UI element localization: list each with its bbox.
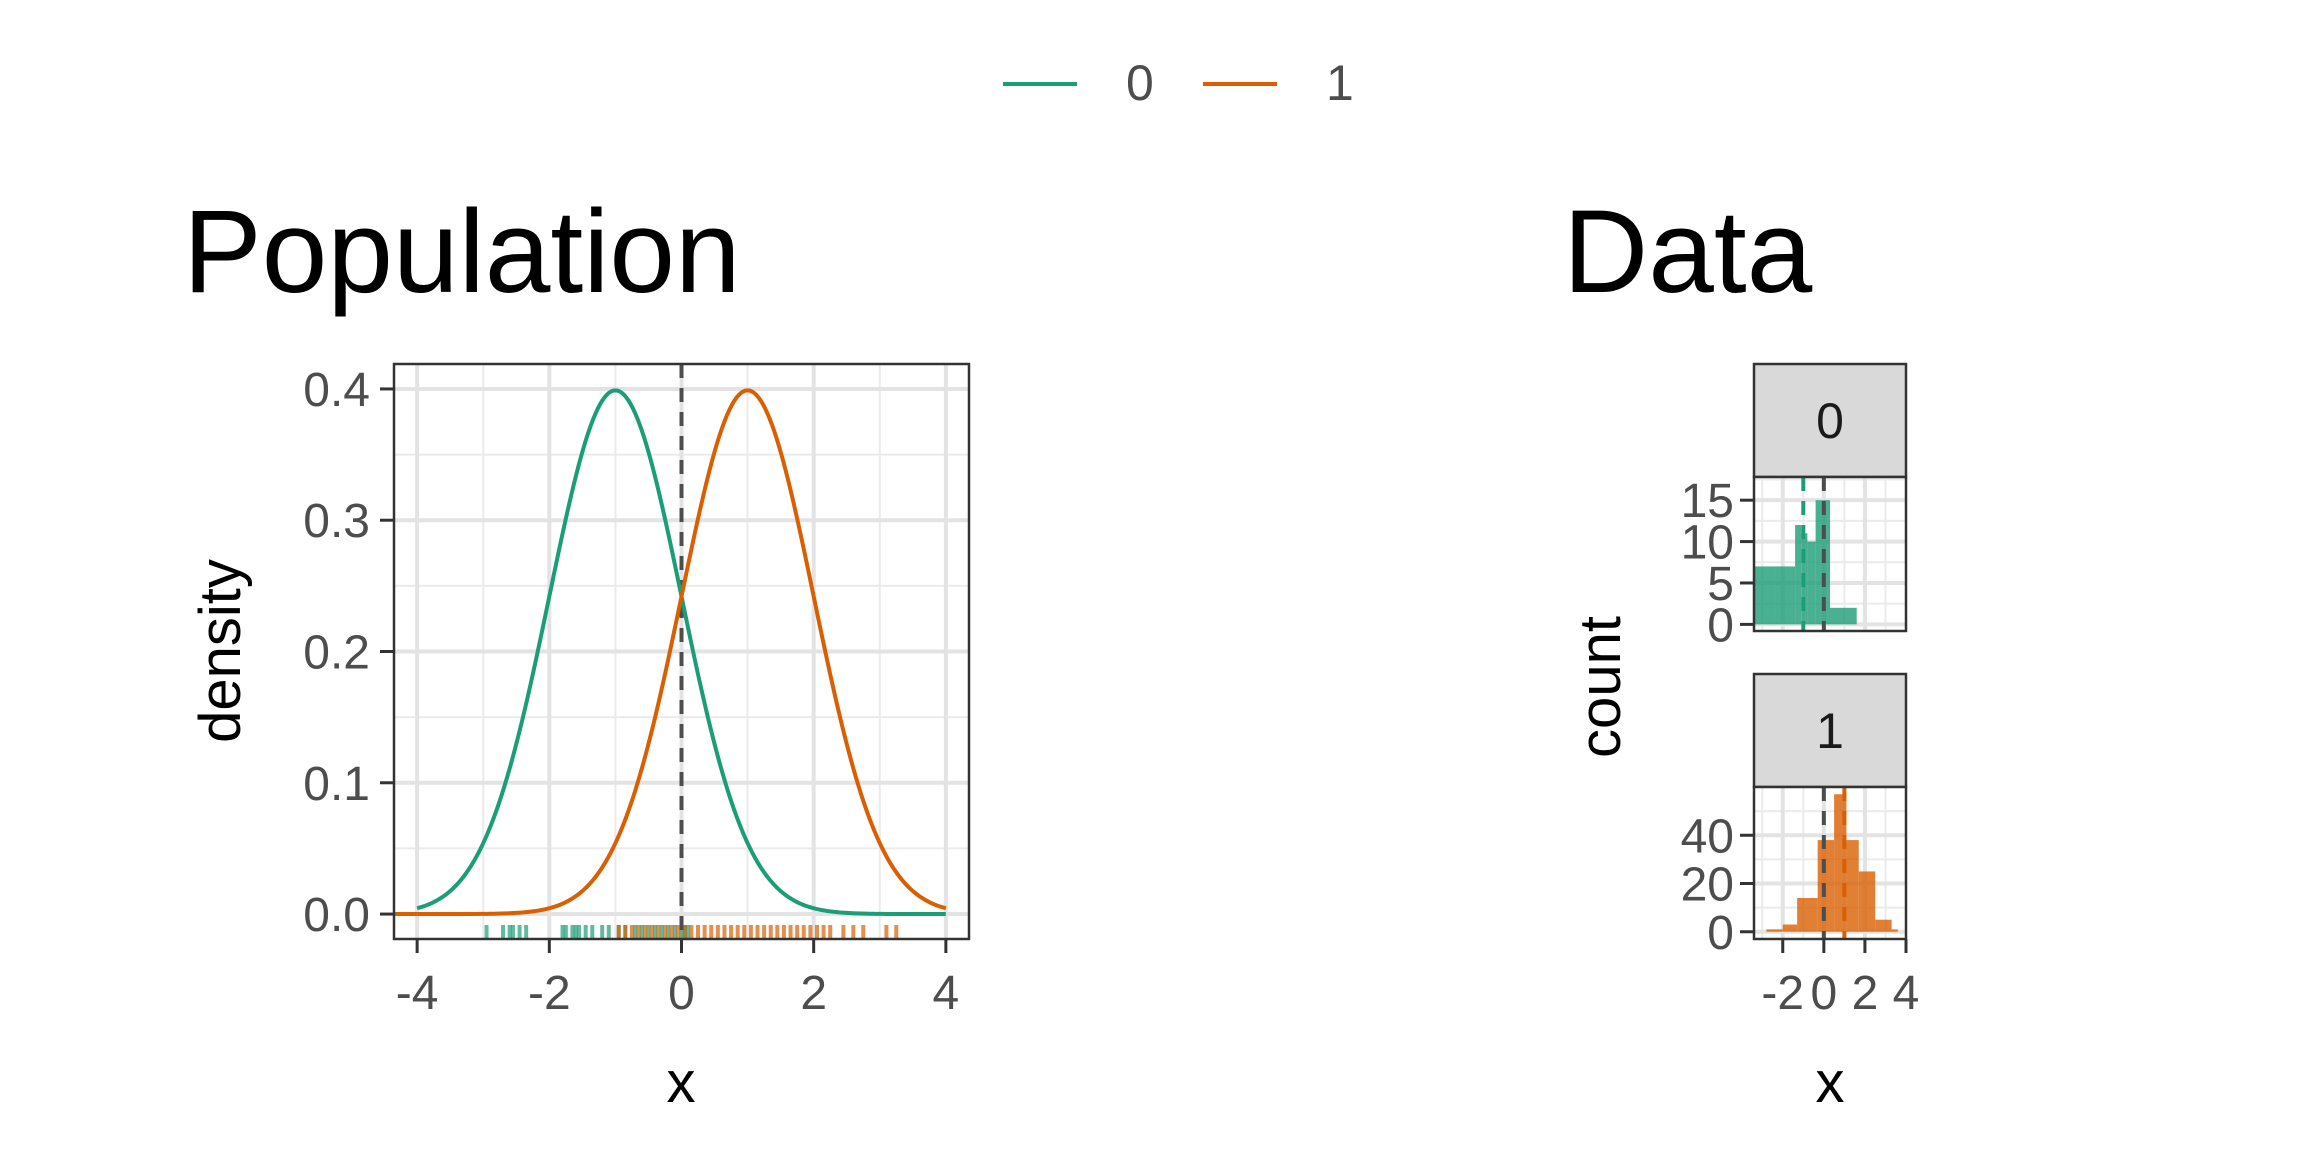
facet-0-bar bbox=[1830, 607, 1857, 625]
data-y-axis-title: count bbox=[1568, 616, 1633, 758]
data-x-ticks: -2 0 2 4 bbox=[1761, 939, 1919, 1020]
population-density-curve-1 bbox=[417, 388, 947, 917]
facet-1-histogram bbox=[1766, 794, 1898, 932]
data-title: Data bbox=[1563, 186, 1813, 318]
facet-0-bar bbox=[1807, 541, 1816, 625]
population-title: Population bbox=[183, 186, 741, 318]
population-y-tick-label: 0.3 bbox=[303, 495, 370, 548]
population-x-tick-label: 4 bbox=[933, 967, 960, 1020]
population-y-tick-label: 0.4 bbox=[303, 364, 370, 417]
data-x-tick-label: -2 bbox=[1761, 967, 1804, 1020]
facet-1-bar bbox=[1797, 897, 1818, 932]
population-x-tick-label: 0 bbox=[668, 967, 695, 1020]
facet-1-bar bbox=[1817, 840, 1835, 932]
legend: 0 1 bbox=[1003, 55, 1354, 111]
population-rug bbox=[484, 925, 899, 939]
population-y-tick-label: 0.0 bbox=[303, 889, 370, 942]
facet-1-y-tick-label: 40 bbox=[1681, 810, 1734, 863]
legend-label-1: 1 bbox=[1326, 55, 1354, 111]
population-x-axis-title: x bbox=[667, 1050, 696, 1115]
population-grid bbox=[394, 364, 969, 939]
population-x-tick-label: -4 bbox=[396, 967, 439, 1020]
data-x-axis-title: x bbox=[1816, 1050, 1845, 1115]
population-panel: Population -4 -2 0 2 4 0.0 0.1 0.2 0.3 0.4 x den… bbox=[183, 186, 971, 1115]
data-x-tick-label: 2 bbox=[1852, 967, 1879, 1020]
facet-1-border bbox=[1752, 785, 1908, 941]
facet-0-y-tick-label: 5 bbox=[1707, 558, 1734, 611]
facet-1-bar bbox=[1891, 929, 1898, 932]
population-y-tick-label: 0.1 bbox=[303, 758, 370, 811]
facet-0-bar bbox=[1754, 566, 1775, 625]
population-y-axis-title: density bbox=[188, 559, 253, 743]
facet-0-y-tick-label: 10 bbox=[1681, 517, 1734, 570]
facet-1-y-tick-label: 20 bbox=[1681, 859, 1734, 912]
facet-0-y-tick-label: 0 bbox=[1707, 599, 1734, 652]
facet-1-strip-label: 1 bbox=[1816, 703, 1844, 759]
facet-1-bar bbox=[1782, 924, 1798, 932]
population-y-tick-label: 0.2 bbox=[303, 627, 370, 680]
data-x-tick-label: 4 bbox=[1893, 967, 1920, 1020]
population-x-ticks: -4 -2 0 2 4 bbox=[396, 939, 959, 1020]
facet-1-y-tick-label: 0 bbox=[1707, 907, 1734, 960]
population-y-ticks: 0.0 0.1 0.2 0.3 0.4 bbox=[303, 364, 394, 942]
population-x-tick-label: -2 bbox=[528, 967, 571, 1020]
facet-1-bar bbox=[1834, 794, 1847, 932]
facet-0-border bbox=[1752, 475, 1908, 633]
facet-1-strip bbox=[1752, 672, 1908, 789]
facet-0-y-tick-label: 15 bbox=[1681, 475, 1734, 528]
facet-0-strip-label: 0 bbox=[1816, 393, 1844, 449]
data-x-tick-label: 0 bbox=[1810, 967, 1837, 1020]
facet-1-bar bbox=[1766, 929, 1783, 932]
facet-1-bar bbox=[1846, 840, 1859, 932]
facet-0-bar bbox=[1774, 566, 1796, 625]
facet-0-strip bbox=[1752, 362, 1908, 479]
legend-label-0: 0 bbox=[1126, 55, 1154, 111]
population-x-tick-label: 2 bbox=[800, 967, 827, 1020]
facet-1-bar bbox=[1875, 919, 1892, 932]
facet-1-bar bbox=[1858, 871, 1876, 932]
facet-0-bar bbox=[1795, 525, 1802, 625]
